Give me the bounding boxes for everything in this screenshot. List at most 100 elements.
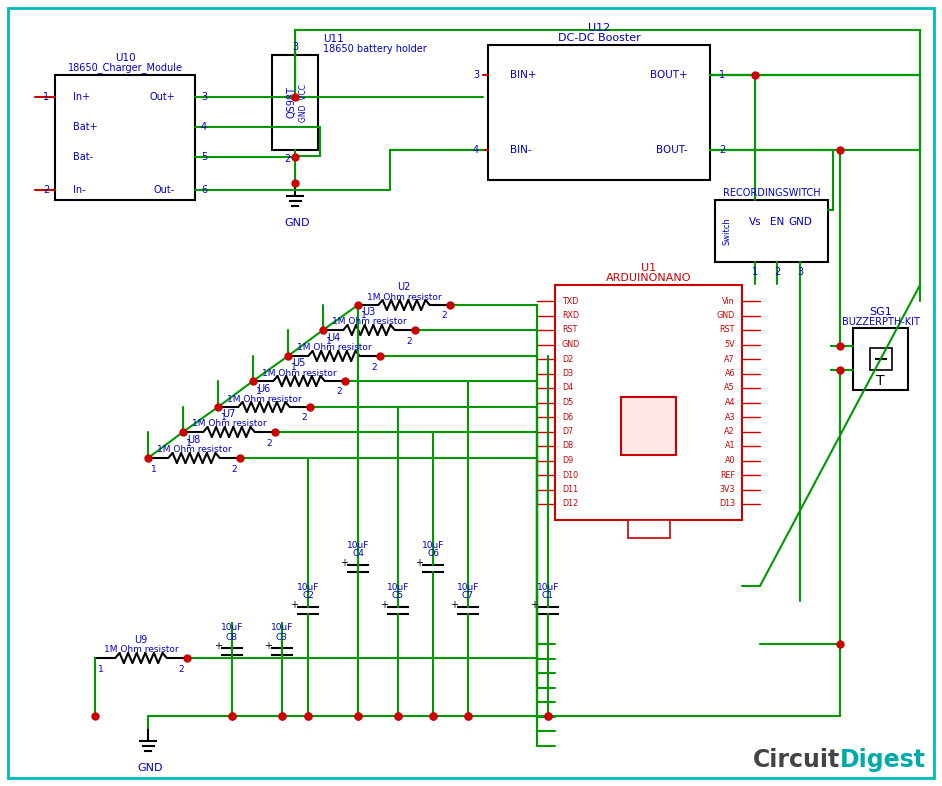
Text: +: + (214, 641, 222, 651)
Text: A7: A7 (724, 354, 735, 363)
Text: 1: 1 (326, 336, 332, 346)
Text: +: + (340, 558, 348, 568)
Text: C4: C4 (352, 549, 364, 559)
Text: D10: D10 (562, 471, 578, 479)
Text: A3: A3 (724, 413, 735, 421)
Text: 1M Ohm resistor: 1M Ohm resistor (227, 395, 301, 403)
Text: 3: 3 (473, 70, 479, 80)
Text: 2: 2 (43, 185, 49, 195)
Text: U8: U8 (187, 435, 201, 445)
Text: BOUT+: BOUT+ (650, 70, 688, 80)
Text: D13: D13 (719, 499, 735, 509)
Text: 5: 5 (201, 152, 207, 162)
Bar (55, 75, 195, 200)
Text: 1: 1 (361, 311, 366, 321)
Text: 10uF: 10uF (270, 623, 293, 633)
Text: GND: GND (788, 217, 812, 227)
Text: D9: D9 (562, 456, 574, 465)
Text: 3V3: 3V3 (720, 485, 735, 494)
Text: 1: 1 (98, 664, 104, 674)
Text: Bat+: Bat+ (73, 122, 98, 132)
Text: +: + (415, 558, 423, 568)
Text: 10uF: 10uF (537, 582, 560, 592)
Text: 10uF: 10uF (422, 541, 445, 549)
Text: C7: C7 (462, 592, 474, 601)
Text: In+: In+ (73, 92, 90, 102)
Text: 10uF: 10uF (347, 541, 369, 549)
Text: 1: 1 (151, 465, 157, 473)
Text: U11: U11 (323, 34, 344, 44)
Text: BUZZERPTH-KIT: BUZZERPTH-KIT (841, 317, 919, 327)
Text: 1M Ohm resistor: 1M Ohm resistor (104, 645, 178, 655)
Text: 1: 1 (187, 439, 192, 447)
Text: 2: 2 (284, 154, 290, 164)
Text: U5: U5 (292, 358, 306, 368)
Text: +: + (290, 600, 298, 610)
Text: 4: 4 (473, 145, 479, 155)
Text: +: + (450, 600, 458, 610)
Bar (869, 348, 891, 370)
Text: 2: 2 (231, 465, 236, 473)
Text: C6: C6 (427, 549, 439, 559)
Text: REF: REF (720, 471, 735, 479)
Text: 10uF: 10uF (387, 582, 409, 592)
Text: U4: U4 (328, 333, 341, 343)
Text: BIN-: BIN- (510, 145, 531, 155)
Text: 1M Ohm resistor: 1M Ohm resistor (262, 369, 336, 377)
Text: EN: EN (770, 217, 784, 227)
Text: A1: A1 (724, 442, 735, 450)
Text: Bat-: Bat- (73, 152, 93, 162)
Text: 1: 1 (752, 267, 758, 277)
Text: 4: 4 (201, 122, 207, 132)
Text: U7: U7 (222, 409, 236, 419)
Text: RST: RST (720, 325, 735, 335)
Text: 3: 3 (201, 92, 207, 102)
Text: GND: GND (138, 763, 163, 773)
Text: 1M Ohm resistor: 1M Ohm resistor (332, 318, 406, 326)
Text: D12: D12 (562, 499, 578, 509)
Text: SG1: SG1 (869, 307, 892, 317)
Text: 1M Ohm resistor: 1M Ohm resistor (366, 292, 441, 302)
Text: 6: 6 (201, 185, 207, 195)
Text: A6: A6 (724, 369, 735, 378)
Text: D2: D2 (562, 354, 574, 363)
Text: 1M Ohm resistor: 1M Ohm resistor (191, 420, 267, 428)
Bar (627, 520, 670, 538)
Text: U12: U12 (588, 23, 610, 33)
Text: 1M Ohm resistor: 1M Ohm resistor (156, 446, 232, 454)
Bar (272, 55, 318, 150)
Text: 3: 3 (292, 42, 298, 52)
Text: GND: GND (562, 340, 580, 349)
Text: In-: In- (73, 185, 86, 195)
Bar (715, 200, 828, 262)
Text: 2: 2 (336, 387, 342, 396)
Text: RECORDINGSWITCH: RECORDINGSWITCH (723, 188, 820, 198)
Text: D8: D8 (562, 442, 573, 450)
Text: Digest: Digest (840, 748, 926, 772)
Text: DC-DC Booster: DC-DC Booster (558, 33, 641, 43)
Text: A2: A2 (724, 427, 735, 436)
Text: 2: 2 (406, 336, 412, 346)
Text: 1: 1 (43, 92, 49, 102)
Bar (555, 285, 742, 520)
Text: Out-: Out- (154, 185, 175, 195)
Text: QS98T: QS98T (286, 86, 296, 119)
Text: 1: 1 (719, 70, 725, 80)
Text: C1: C1 (542, 592, 554, 601)
Text: C3: C3 (276, 633, 288, 641)
Text: 1: 1 (256, 387, 262, 396)
Text: BIN+: BIN+ (510, 70, 537, 80)
Text: GND  VCC: GND VCC (299, 83, 307, 122)
Text: 1: 1 (291, 362, 297, 372)
Text: A0: A0 (724, 456, 735, 465)
Text: D5: D5 (562, 398, 574, 407)
Text: Vin: Vin (723, 296, 735, 306)
Text: BOUT-: BOUT- (657, 145, 688, 155)
Text: C2: C2 (302, 592, 314, 601)
Text: 2: 2 (178, 664, 184, 674)
Text: U10: U10 (115, 53, 136, 63)
Text: GND: GND (717, 311, 735, 320)
Text: 2: 2 (301, 413, 307, 423)
Text: 2: 2 (267, 439, 272, 447)
Text: 2: 2 (441, 311, 447, 321)
